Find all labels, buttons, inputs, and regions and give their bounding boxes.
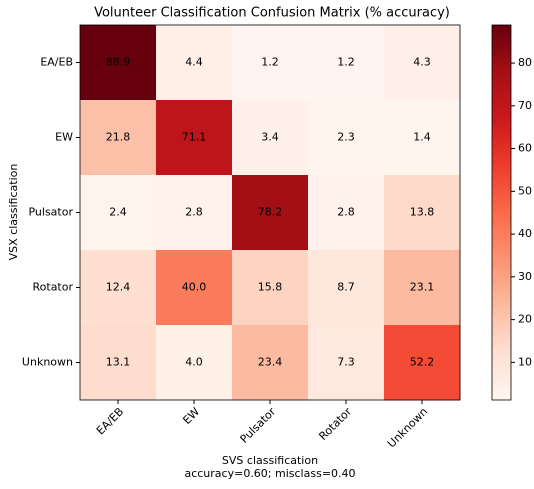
cell (308, 175, 385, 251)
x-tick-label: EA/EB (94, 405, 126, 437)
cell (384, 325, 461, 401)
colorbar-tick-label: 50 (518, 184, 532, 197)
y-tick-label: EA/EB (40, 56, 73, 69)
x-tick-label: Pulsator (238, 405, 279, 446)
cell-label: 12.4 (106, 281, 131, 294)
cell-label: 2.3 (337, 131, 355, 144)
cell (80, 325, 157, 401)
cell-label: 4.0 (185, 356, 203, 369)
cell-label: 1.2 (337, 56, 355, 69)
cell-label: 13.1 (106, 356, 131, 369)
cell (232, 175, 309, 251)
cell (156, 325, 233, 401)
cell (80, 250, 157, 326)
cell (156, 175, 233, 251)
cell (232, 325, 309, 401)
cell-label: 23.1 (410, 281, 435, 294)
cell (232, 25, 309, 101)
colorbar-tick-label: 30 (518, 270, 532, 283)
cell-label: 21.8 (106, 131, 131, 144)
colorbar-tick-label: 20 (518, 313, 532, 326)
cell (232, 100, 309, 176)
cell (384, 25, 461, 101)
x-axis-label: SVS classification (222, 454, 318, 467)
cell (156, 250, 233, 326)
cell-label: 78.2 (258, 206, 283, 219)
cell-label: 8.7 (337, 281, 355, 294)
cell-label: 2.8 (185, 206, 203, 219)
y-tick-label: Unknown (22, 356, 73, 369)
cell-label: 88.9 (106, 56, 131, 69)
x-axis-note: accuracy=0.60; misclass=0.40 (184, 467, 355, 480)
cell-label: 71.1 (182, 131, 207, 144)
cell-label: 1.2 (261, 56, 279, 69)
cell-label: 40.0 (182, 281, 207, 294)
colorbar-tick-label: 10 (518, 355, 532, 368)
x-tick-label: EW (180, 405, 202, 427)
chart-title: Volunteer Classification Confusion Matri… (94, 6, 450, 21)
cell-label: 1.4 (413, 131, 431, 144)
cell-label: 13.8 (410, 206, 435, 219)
cell-label: 23.4 (258, 356, 283, 369)
colorbar-tick-label: 40 (518, 227, 532, 240)
colorbar-tick-label: 80 (518, 56, 532, 69)
cell (232, 250, 309, 326)
colorbar-tick-label: 70 (518, 99, 532, 112)
y-axis-label: VSX classification (7, 164, 20, 261)
cell (80, 25, 157, 101)
cell (156, 25, 233, 101)
cell-label: 15.8 (258, 281, 283, 294)
colorbar-tick-label: 60 (518, 142, 532, 155)
cell-label: 7.3 (337, 356, 355, 369)
cell (384, 250, 461, 326)
cell (308, 25, 385, 101)
cell (308, 325, 385, 401)
cell-label: 4.3 (413, 56, 431, 69)
colorbar (491, 24, 512, 401)
cell (384, 100, 461, 176)
cell-label: 2.4 (109, 206, 127, 219)
cell (80, 100, 157, 176)
cell (308, 250, 385, 326)
cell-label: 2.8 (337, 206, 355, 219)
cell (384, 175, 461, 251)
cell (80, 175, 157, 251)
x-tick-label: Rotator (316, 405, 354, 443)
x-tick-label: Unknown (385, 405, 430, 450)
cell-label: 3.4 (261, 131, 279, 144)
cell (156, 100, 233, 176)
y-tick-label: Pulsator (28, 206, 73, 219)
cell-label: 52.2 (410, 356, 435, 369)
cell-label: 4.4 (185, 56, 203, 69)
y-tick-label: EW (55, 131, 73, 144)
y-tick-label: Rotator (33, 281, 74, 294)
cell (308, 100, 385, 176)
